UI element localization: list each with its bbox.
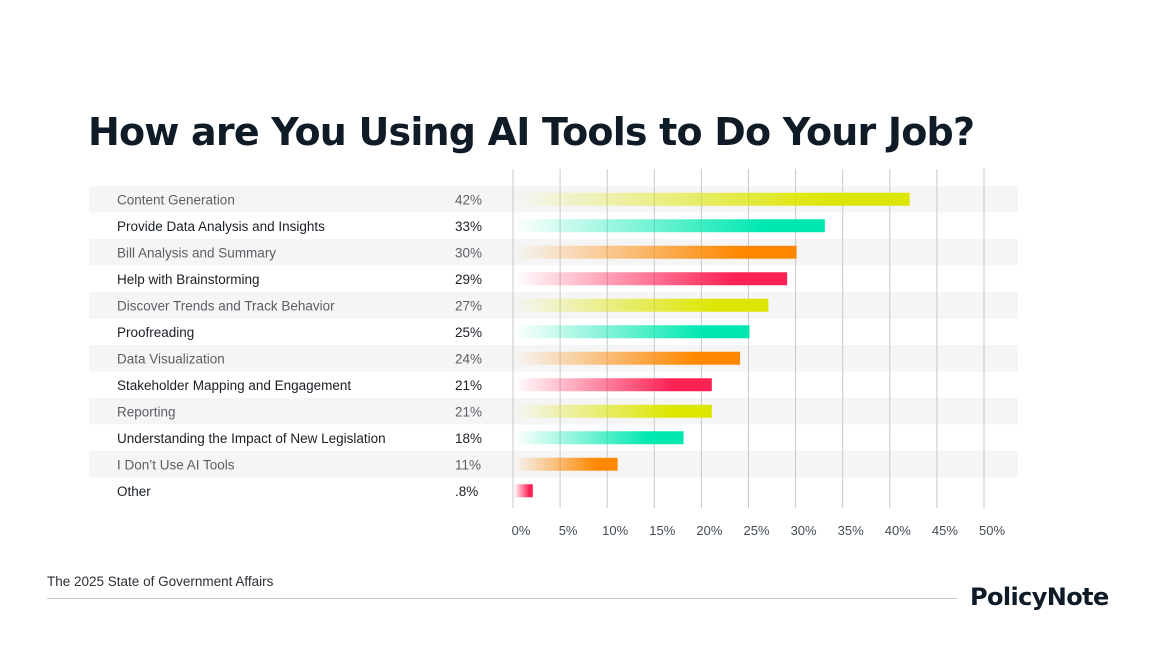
bar bbox=[514, 219, 825, 233]
value-label: 27% bbox=[455, 298, 482, 313]
category-label: Reporting bbox=[117, 404, 176, 419]
policynote-logo: PolicyNote bbox=[970, 583, 1109, 611]
category-label: Provide Data Analysis and Insights bbox=[117, 219, 325, 234]
value-label: .8% bbox=[455, 484, 478, 499]
value-label: 33% bbox=[455, 219, 482, 234]
bar bbox=[514, 457, 618, 471]
bar bbox=[514, 272, 788, 286]
chart-title: How are You Using AI Tools to Do Your Jo… bbox=[88, 110, 975, 154]
bar-chart: Content Generation Provide Data Analysis … bbox=[117, 169, 1006, 538]
value-label: 18% bbox=[455, 431, 482, 446]
bar bbox=[514, 325, 750, 339]
x-tick-label: 30% bbox=[791, 523, 817, 538]
footer-divider bbox=[47, 598, 957, 599]
value-label: 24% bbox=[455, 351, 482, 366]
category-label: I Don’t Use AI Tools bbox=[117, 457, 235, 472]
category-label: Other bbox=[117, 484, 151, 499]
bar bbox=[514, 351, 741, 365]
value-label: 29% bbox=[455, 272, 482, 287]
bar bbox=[514, 378, 712, 392]
value-label: 30% bbox=[455, 245, 482, 260]
x-tick-label: 0% bbox=[512, 523, 531, 538]
bar bbox=[514, 245, 797, 259]
x-tick-label: 10% bbox=[602, 523, 628, 538]
footer-source: The 2025 State of Government Affairs bbox=[47, 574, 274, 589]
category-label: Help with Brainstorming bbox=[117, 272, 260, 287]
category-label: Content Generation bbox=[117, 192, 235, 207]
category-label: Discover Trends and Track Behavior bbox=[117, 298, 335, 313]
x-tick-label: 50% bbox=[979, 523, 1005, 538]
x-tick-label: 35% bbox=[838, 523, 864, 538]
bar bbox=[514, 192, 910, 206]
bar bbox=[514, 404, 712, 418]
category-label: Proofreading bbox=[117, 325, 194, 340]
category-label: Data Visualization bbox=[117, 351, 225, 366]
bar bbox=[514, 298, 769, 312]
category-labels: Content Generation Provide Data Analysis … bbox=[117, 192, 386, 499]
x-tick-label: 40% bbox=[885, 523, 911, 538]
bar bbox=[514, 484, 533, 498]
value-label: 21% bbox=[455, 378, 482, 393]
value-label: 25% bbox=[455, 325, 482, 340]
x-tick-label: 5% bbox=[559, 523, 578, 538]
value-label: 42% bbox=[455, 192, 482, 207]
category-label: Stakeholder Mapping and Engagement bbox=[117, 378, 351, 393]
category-label: Bill Analysis and Summary bbox=[117, 245, 276, 260]
value-labels: 42% 33% 30% 29% 27% 25% 24% 21% 21% 18% 11% .8% bbox=[455, 192, 482, 499]
value-label: 21% bbox=[455, 404, 482, 419]
category-label: Understanding the Impact of New Legislat… bbox=[117, 431, 386, 446]
x-axis-ticks: 0% 5% 10% 15% 20% 25% 30% 35% 40% 45% 50% bbox=[512, 523, 1006, 538]
x-tick-label: 15% bbox=[649, 523, 675, 538]
x-tick-label: 20% bbox=[696, 523, 722, 538]
bars bbox=[514, 192, 910, 498]
value-label: 11% bbox=[455, 457, 481, 472]
bar bbox=[514, 431, 684, 445]
x-tick-label: 25% bbox=[743, 523, 769, 538]
x-tick-label: 45% bbox=[932, 523, 958, 538]
